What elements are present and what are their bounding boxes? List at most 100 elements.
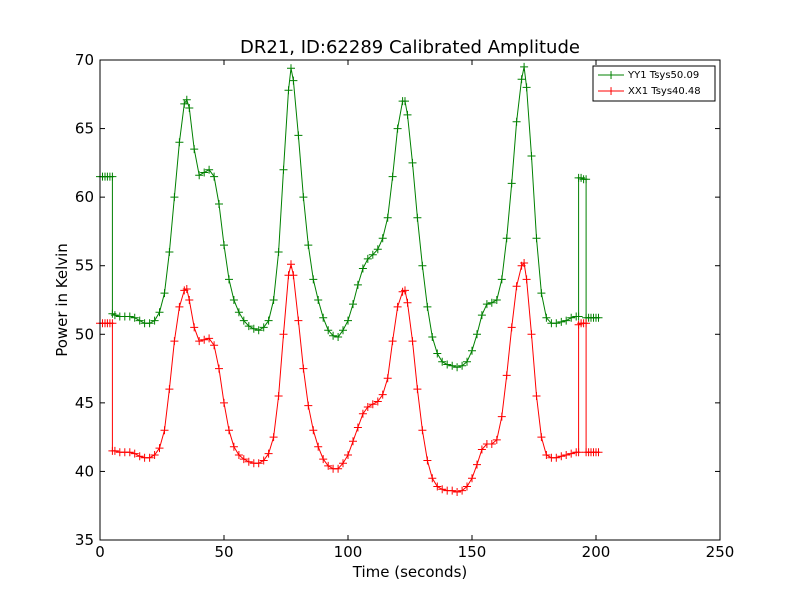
legend-label-yy1: YY1 Tsys50.09: [627, 70, 699, 81]
data-point: [403, 110, 412, 119]
data-point: [401, 286, 409, 295]
data-point: [358, 264, 367, 273]
data-point: [477, 311, 486, 320]
data-point: [520, 259, 529, 267]
data-point: [254, 459, 263, 468]
data-point: [254, 326, 263, 335]
data-point: [574, 448, 583, 457]
data-point: [468, 474, 476, 483]
series-xx1: [96, 259, 603, 496]
data-point: [304, 401, 313, 410]
data-point: [527, 152, 536, 160]
chart-title: DR21, ID:62289 Calibrated Amplitude: [240, 37, 580, 58]
data-point: [363, 403, 372, 411]
data-point: [383, 374, 392, 383]
data-point: [448, 486, 457, 495]
data-point: [110, 311, 119, 320]
data-point: [557, 452, 566, 461]
data-point: [274, 248, 283, 256]
data-point: [453, 363, 462, 372]
data-point: [279, 165, 288, 174]
data-point: [309, 426, 318, 435]
data-point: [215, 200, 223, 208]
data-point: [170, 193, 179, 202]
data-point: [135, 316, 144, 325]
data-point: [200, 335, 209, 344]
data-point: [225, 426, 233, 435]
data-point: [448, 361, 457, 370]
data-point: [532, 234, 541, 243]
data-point: [108, 319, 117, 328]
x-tick-label: 200: [582, 543, 611, 561]
data-point: [413, 213, 422, 222]
x-tick-label: 250: [706, 543, 735, 561]
data-point: [155, 308, 164, 317]
data-point: [482, 300, 491, 309]
data-point: [438, 485, 447, 494]
data-point: [182, 95, 191, 104]
legend: + YY1 Tsys50.09 + XX1 Tsys40.48: [592, 65, 716, 102]
data-point: [458, 486, 467, 495]
data-point: [517, 75, 526, 84]
data-point: [264, 449, 273, 458]
data-point: [428, 474, 437, 483]
data-point: [418, 261, 427, 270]
data-point: [145, 319, 154, 328]
y-tick-label: 55: [75, 257, 94, 275]
data-point: [453, 488, 462, 496]
data-point: [582, 319, 591, 328]
data-point: [368, 400, 377, 409]
data-point: [200, 168, 209, 177]
data-point: [363, 254, 372, 263]
data-point: [205, 334, 214, 343]
data-point: [324, 461, 333, 470]
data-point: [368, 250, 377, 259]
data-point: [502, 234, 511, 243]
data-point: [463, 357, 471, 366]
data-point: [329, 331, 338, 340]
data-point: [542, 313, 551, 322]
data-point: [289, 271, 298, 280]
data-point: [527, 330, 536, 339]
data-point: [175, 138, 184, 147]
y-tick-label: 70: [75, 51, 94, 69]
x-tick-label: 150: [458, 543, 487, 561]
data-point: [349, 437, 357, 446]
data-point: [567, 313, 576, 322]
data-point: [229, 296, 238, 304]
data-point: [423, 302, 432, 311]
data-point: [220, 398, 228, 407]
data-point: [423, 456, 432, 465]
data-point: [358, 409, 367, 418]
data-point: [182, 285, 191, 293]
data-point: [289, 76, 298, 85]
data-point: [135, 452, 144, 461]
series-line-xx1: [100, 261, 599, 493]
data-point: [299, 364, 308, 373]
data-point: [319, 313, 328, 322]
data-point: [287, 64, 295, 73]
data-point: [537, 289, 546, 298]
data-point: [373, 397, 382, 406]
data-point: [542, 451, 551, 459]
data-point: [349, 300, 357, 309]
data-point: [418, 426, 427, 435]
data-point: [507, 179, 516, 188]
data-point: [334, 464, 343, 473]
data-point: [287, 260, 295, 269]
data-point: [220, 241, 228, 250]
data-point: [165, 248, 174, 256]
data-point: [344, 451, 352, 459]
legend-marker-xx1: +: [606, 84, 616, 98]
data-point: [334, 333, 343, 341]
data-point: [428, 333, 437, 341]
data-point: [180, 99, 189, 108]
plot-layer: [96, 62, 603, 496]
data-point: [125, 312, 134, 321]
data-point: [210, 341, 219, 350]
data-point: [497, 275, 506, 284]
data-point: [413, 385, 422, 394]
data-point: [468, 346, 476, 355]
data-point: [353, 280, 362, 289]
